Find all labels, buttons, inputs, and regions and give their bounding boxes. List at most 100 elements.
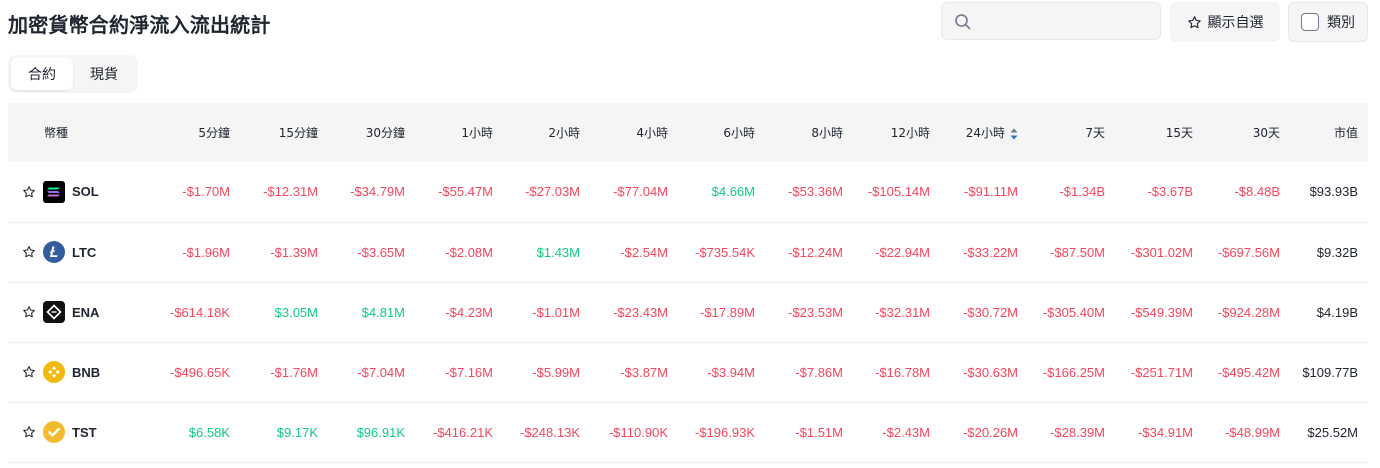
header-market-cap[interactable]: 市值: [1333, 126, 1358, 140]
netflow-value: -$166.25M: [1042, 364, 1105, 380]
ltc-logo-icon: [43, 241, 65, 263]
netflow-value: -$305.40M: [1042, 304, 1105, 320]
netflow-value: -$496.65K: [170, 364, 230, 380]
header-6h[interactable]: 6小時: [723, 126, 755, 140]
netflow-value: -$1.39M: [270, 244, 318, 260]
netflow-value: -$1.76M: [270, 364, 318, 380]
header-7d[interactable]: 7天: [1085, 126, 1105, 140]
header-1h[interactable]: 1小時: [461, 126, 493, 140]
netflow-value: -$2.43M: [882, 424, 930, 440]
netflow-value: -$7.86M: [795, 364, 843, 380]
netflow-value: -$2.54M: [620, 244, 668, 260]
coin-symbol: BNB: [72, 364, 101, 380]
sort-icon[interactable]: [1010, 128, 1018, 140]
star-icon[interactable]: [22, 425, 36, 439]
netflow-value: -$53.36M: [788, 184, 843, 200]
table-row[interactable]: BNB -$496.65K -$1.76M -$7.04M -$7.16M -$5.99M…: [8, 342, 1368, 402]
header-30d[interactable]: 30天: [1252, 126, 1280, 140]
netflow-value: -$1.51M: [795, 424, 843, 440]
netflow-value: -$301.02M: [1130, 244, 1193, 260]
netflow-value: -$91.11M: [964, 184, 1018, 200]
show-favorites-button[interactable]: 顯示自選: [1170, 2, 1280, 42]
table-row[interactable]: LTC -$1.96M -$1.39M -$3.65M -$2.08M $1.43M -$2…: [8, 222, 1368, 282]
coin-cell: TST: [8, 402, 161, 462]
category-checkbox[interactable]: [1301, 13, 1319, 31]
market-cap-value: $4.19B: [1316, 304, 1358, 320]
netflow-value: -$7.16M: [445, 364, 493, 380]
market-cap-value: $9.32B: [1316, 244, 1358, 260]
star-icon[interactable]: [22, 305, 36, 319]
search-input[interactable]: [978, 9, 1152, 35]
netflow-value: -$87.50M: [1050, 244, 1105, 260]
netflow-value: -$48.99M: [1225, 424, 1280, 440]
category-filter-button[interactable]: 類別: [1288, 2, 1368, 42]
netflow-value: -$735.54K: [695, 244, 755, 260]
bnb-logo-icon: [43, 361, 65, 383]
netflow-value: -$3.94M: [707, 364, 755, 380]
tab-spot[interactable]: 現貨: [90, 67, 118, 83]
star-icon: [1187, 15, 1201, 28]
netflow-value: $96.91K: [356, 424, 405, 440]
netflow-value: $6.58K: [188, 424, 230, 440]
netflow-value: -$1.01M: [532, 304, 580, 320]
tab-futures[interactable]: 合約: [11, 58, 73, 90]
coin-symbol: SOL: [72, 184, 99, 200]
table-row[interactable]: ENA -$614.18K $3.05M $4.81M -$4.23M -$1.01M -$…: [8, 282, 1368, 342]
star-icon[interactable]: [22, 365, 36, 379]
tst-logo-icon: [43, 421, 65, 443]
netflow-value: -$34.91M: [1138, 424, 1193, 440]
header-4h[interactable]: 4小時: [636, 126, 668, 140]
header-15m[interactable]: 15分鐘: [278, 126, 318, 140]
header-24h[interactable]: 24小時: [940, 103, 1028, 162]
table-row[interactable]: TST $6.58K $9.17K $96.91K -$416.21K -$248.13K…: [8, 402, 1368, 462]
market-type-tabs: 合約 現貨: [8, 55, 138, 93]
netflow-value: -$924.28M: [1217, 304, 1280, 320]
coin-cell: LTC: [8, 222, 161, 282]
netflow-value: -$30.72M: [963, 304, 1018, 320]
table-row[interactable]: SOL -$1.70M -$12.31M -$34.79M -$55.47M -$27.0…: [8, 162, 1368, 222]
page-title: 加密貨幣合約淨流入流出統計: [8, 13, 271, 37]
search-box[interactable]: [941, 2, 1161, 40]
coin-symbol: ENA: [72, 304, 100, 320]
header-8h[interactable]: 8小時: [811, 126, 843, 140]
netflow-value: -$32.31M: [875, 304, 930, 320]
netflow-value: -$697.56M: [1217, 244, 1280, 260]
netflow-value: -$33.22M: [963, 244, 1018, 260]
netflow-value: -$196.93K: [695, 424, 755, 440]
market-cap-value: $25.52M: [1307, 424, 1358, 440]
netflow-value: -$55.47M: [438, 184, 493, 200]
category-label: 類別: [1327, 15, 1355, 31]
star-icon[interactable]: [22, 185, 36, 199]
netflow-value: -$8.48B: [1234, 184, 1280, 200]
netflow-value: -$28.39M: [1050, 424, 1105, 440]
search-icon: [955, 14, 971, 30]
netflow-value: -$12.31M: [263, 184, 318, 200]
netflow-value: -$3.65M: [357, 244, 405, 260]
netflow-value: -$22.94M: [875, 244, 930, 260]
header-30m[interactable]: 30分鐘: [365, 126, 405, 140]
show-favorites-label: 顯示自選: [1207, 15, 1264, 31]
netflow-value: -$4.23M: [445, 304, 493, 320]
netflow-value: $1.43M: [536, 244, 580, 260]
header-15d[interactable]: 15天: [1165, 126, 1193, 140]
netflow-value: -$614.18K: [170, 304, 230, 320]
netflow-value: -$17.89M: [700, 304, 755, 320]
coin-symbol: TST: [72, 424, 97, 440]
header-5m[interactable]: 5分鐘: [198, 126, 230, 140]
table-header-row: 幣種 5分鐘 15分鐘 30分鐘 1小時 2小時 4小時 6小時 8小時 12小…: [8, 103, 1368, 162]
netflow-value: -$7.04M: [357, 364, 405, 380]
star-icon[interactable]: [22, 245, 36, 259]
netflow-value: -$110.90K: [608, 424, 668, 440]
header-12h[interactable]: 12小時: [890, 126, 930, 140]
netflow-value: -$77.04M: [613, 184, 668, 200]
netflow-value: -$20.26M: [963, 424, 1018, 440]
netflow-value: -$549.39M: [1130, 304, 1193, 320]
netflow-value: -$12.24M: [788, 244, 843, 260]
netflow-value: -$3.87M: [620, 364, 668, 380]
netflow-value: -$248.13K: [520, 424, 580, 440]
coin-cell: SOL: [8, 162, 161, 222]
netflow-value: -$27.03M: [525, 184, 580, 200]
sol-logo-icon: [43, 180, 65, 203]
header-2h[interactable]: 2小時: [548, 126, 580, 140]
ena-logo-icon: [43, 301, 65, 323]
